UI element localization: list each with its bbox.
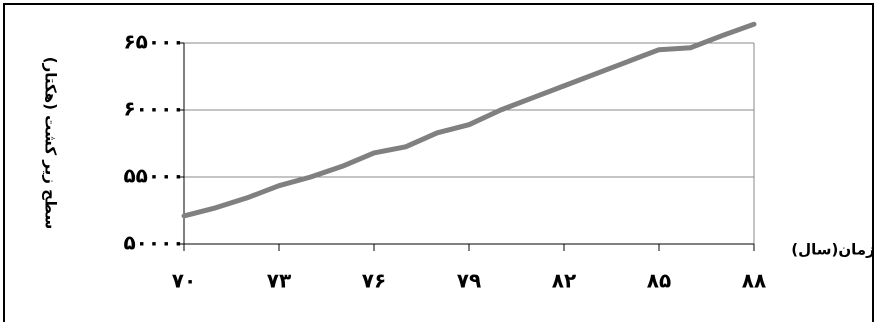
x-tick-label: ۷۳ bbox=[267, 269, 291, 293]
y-tick-label: ۵۵۰۰۰ bbox=[123, 164, 184, 188]
x-tick-label: ۷۹ bbox=[457, 269, 481, 293]
x-tick-label: ۸۲ bbox=[552, 269, 576, 293]
series-line bbox=[181, 21, 757, 219]
gridlines bbox=[184, 42, 755, 244]
x-tick-label: ۷۰ bbox=[172, 269, 196, 293]
axes bbox=[177, 42, 755, 251]
x-tick-label: ۸۵ bbox=[647, 269, 671, 293]
y-tick-labels: ۵۰۰۰۰ ۵۵۰۰۰ ۶۰۰۰۰ ۶۵۰۰۰ bbox=[123, 30, 184, 255]
series-layer bbox=[181, 21, 757, 219]
y-tick-label: ۶۰۰۰۰ bbox=[123, 97, 184, 121]
x-tick-label: ۸۸ bbox=[742, 269, 766, 293]
y-axis-label: سطح زیر کشت (هکتار) bbox=[42, 57, 60, 230]
x-axis-label: زمان(سال) bbox=[791, 241, 874, 259]
x-tick-labels: ۷۰ ۷۳ ۷۶ ۷۹ ۸۲ ۸۵ ۸۸ bbox=[172, 269, 766, 293]
y-tick-label: ۶۵۰۰۰ bbox=[123, 30, 184, 54]
x-tick-label: ۷۶ bbox=[362, 269, 386, 293]
y-tick-label: ۵۰۰۰۰ bbox=[123, 231, 184, 255]
